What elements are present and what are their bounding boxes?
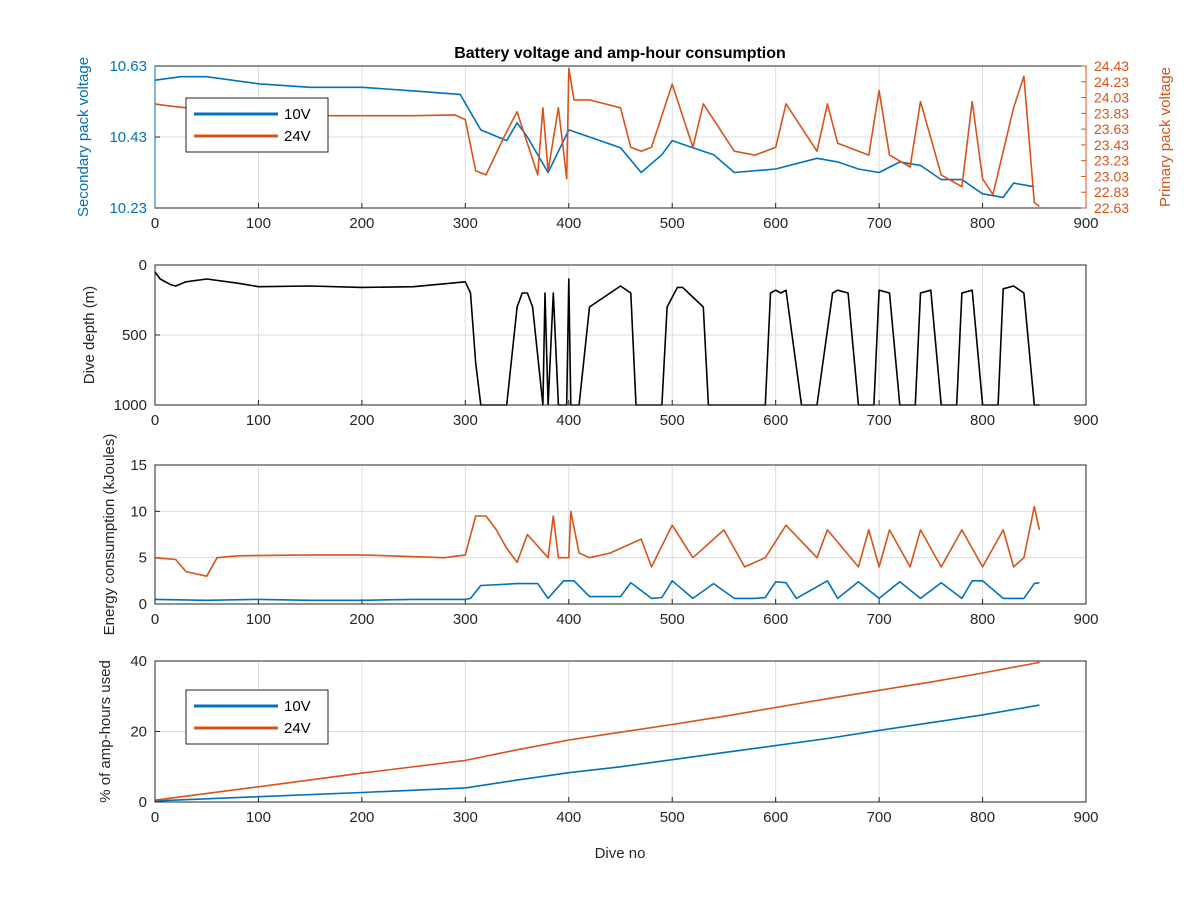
x-tick-label: 500 bbox=[660, 412, 685, 429]
x-tick-label: 300 bbox=[453, 809, 478, 826]
x-tick-label: 400 bbox=[556, 215, 581, 232]
right-y-tick-label: 23.23 bbox=[1094, 153, 1129, 169]
legend-box bbox=[185, 97, 329, 153]
legend-box bbox=[185, 689, 329, 745]
x-tick-label: 500 bbox=[660, 611, 685, 628]
y-tick-label: 500 bbox=[122, 327, 147, 344]
x-tick-label: 600 bbox=[763, 215, 788, 232]
right-y-axis-label: Primary pack voltage bbox=[1157, 67, 1174, 207]
x-tick-label: 200 bbox=[349, 809, 374, 826]
series-line-series-1 bbox=[154, 271, 1040, 406]
x-axis-label: Dive no bbox=[595, 845, 646, 862]
y-tick-label: 1000 bbox=[114, 397, 147, 414]
right-y-tick-label: 22.63 bbox=[1094, 200, 1129, 216]
x-tick-label: 700 bbox=[867, 809, 892, 826]
y-axis-label: Secondary pack voltage bbox=[75, 57, 92, 217]
series-line-10V bbox=[154, 75, 1035, 199]
legend-label-24V: 24V bbox=[284, 720, 311, 737]
x-tick-label: 200 bbox=[349, 412, 374, 429]
legend-label-10V: 10V bbox=[284, 698, 311, 715]
x-tick-label: 300 bbox=[453, 215, 478, 232]
right-y-tick-label: 22.83 bbox=[1094, 184, 1129, 200]
series-line-series-2 bbox=[154, 579, 1040, 602]
chart-title: Battery voltage and amp-hour consumption bbox=[454, 45, 786, 62]
y-axis-label: Dive depth (m) bbox=[81, 286, 98, 384]
series-line-10V bbox=[154, 704, 1040, 802]
y-tick-label: 40 bbox=[130, 653, 147, 670]
x-tick-label: 800 bbox=[970, 611, 995, 628]
y-tick-label: 10.43 bbox=[109, 129, 147, 146]
x-tick-label: 600 bbox=[763, 611, 788, 628]
x-tick-label: 600 bbox=[763, 809, 788, 826]
x-tick-label: 800 bbox=[970, 412, 995, 429]
plot-area bbox=[155, 465, 1086, 604]
x-tick-label: 700 bbox=[867, 412, 892, 429]
x-tick-label: 200 bbox=[349, 215, 374, 232]
x-tick-label: 100 bbox=[246, 611, 271, 628]
right-y-tick-label: 23.43 bbox=[1094, 137, 1129, 153]
x-tick-label: 900 bbox=[1073, 809, 1098, 826]
x-tick-label: 900 bbox=[1073, 215, 1098, 232]
panel-3: 0 100 200 300 400 500 600 700 800 900 0 5 10 15 Energy… bbox=[101, 434, 1099, 636]
x-tick-label: 400 bbox=[556, 412, 581, 429]
right-y-tick-label: 23.63 bbox=[1094, 121, 1129, 137]
y-tick-label: 10.63 bbox=[109, 58, 147, 75]
panel-2: 0 100 200 300 400 500 600 700 800 900 0 500 1000 Dive… bbox=[81, 257, 1099, 429]
right-y-tick-label: 23.03 bbox=[1094, 168, 1129, 184]
y-tick-label: 0 bbox=[139, 257, 147, 274]
y-tick-label: 0 bbox=[139, 596, 147, 613]
series-line-series-1 bbox=[154, 505, 1041, 578]
x-tick-label: 0 bbox=[151, 412, 159, 429]
x-tick-label: 0 bbox=[151, 215, 159, 232]
panel-1: 0 100 200 300 400 500 600 700 800 900 10.23 10.43 10… bbox=[75, 57, 1174, 232]
panel-4: 0 100 200 300 400 500 600 700 800 900 0 20 40 % of am… bbox=[97, 653, 1099, 826]
axes-box bbox=[154, 660, 1087, 803]
series-line-24V bbox=[154, 661, 1040, 801]
series-line-24V bbox=[154, 67, 1040, 208]
x-tick-label: 0 bbox=[151, 611, 159, 628]
right-y-tick-label: 24.03 bbox=[1094, 90, 1129, 106]
x-tick-label: 900 bbox=[1073, 412, 1098, 429]
x-tick-label: 700 bbox=[867, 215, 892, 232]
y-tick-label: 10 bbox=[130, 503, 147, 520]
x-tick-label: 700 bbox=[867, 611, 892, 628]
y-tick-label: 20 bbox=[130, 724, 147, 741]
right-y-tick-label: 23.83 bbox=[1094, 105, 1129, 121]
x-tick-label: 0 bbox=[151, 809, 159, 826]
x-tick-label: 800 bbox=[970, 215, 995, 232]
y-tick-label: 5 bbox=[139, 550, 147, 567]
legend-label-24V: 24V bbox=[284, 128, 311, 145]
legend-label-10V: 10V bbox=[284, 106, 311, 123]
x-tick-label: 600 bbox=[763, 412, 788, 429]
x-tick-label: 300 bbox=[453, 412, 478, 429]
right-y-tick-label: 24.43 bbox=[1094, 58, 1129, 74]
axes-box bbox=[154, 264, 1087, 406]
x-tick-label: 200 bbox=[349, 611, 374, 628]
x-tick-label: 400 bbox=[556, 809, 581, 826]
x-tick-label: 400 bbox=[556, 611, 581, 628]
right-y-tick-label: 24.23 bbox=[1094, 74, 1129, 90]
y-tick-label: 10.23 bbox=[109, 200, 147, 217]
y-axis-label: % of amp-hours used bbox=[97, 660, 114, 803]
x-tick-label: 100 bbox=[246, 809, 271, 826]
x-tick-label: 300 bbox=[453, 611, 478, 628]
x-tick-label: 100 bbox=[246, 215, 271, 232]
x-tick-label: 500 bbox=[660, 215, 685, 232]
y-tick-label: 15 bbox=[130, 457, 147, 474]
x-tick-label: 500 bbox=[660, 809, 685, 826]
x-tick-label: 900 bbox=[1073, 611, 1098, 628]
y-tick-label: 0 bbox=[139, 794, 147, 811]
y-axis-label: Energy consumption (kJoules) bbox=[101, 434, 118, 636]
axes-box bbox=[154, 464, 1087, 605]
x-tick-label: 800 bbox=[970, 809, 995, 826]
x-tick-label: 100 bbox=[246, 412, 271, 429]
